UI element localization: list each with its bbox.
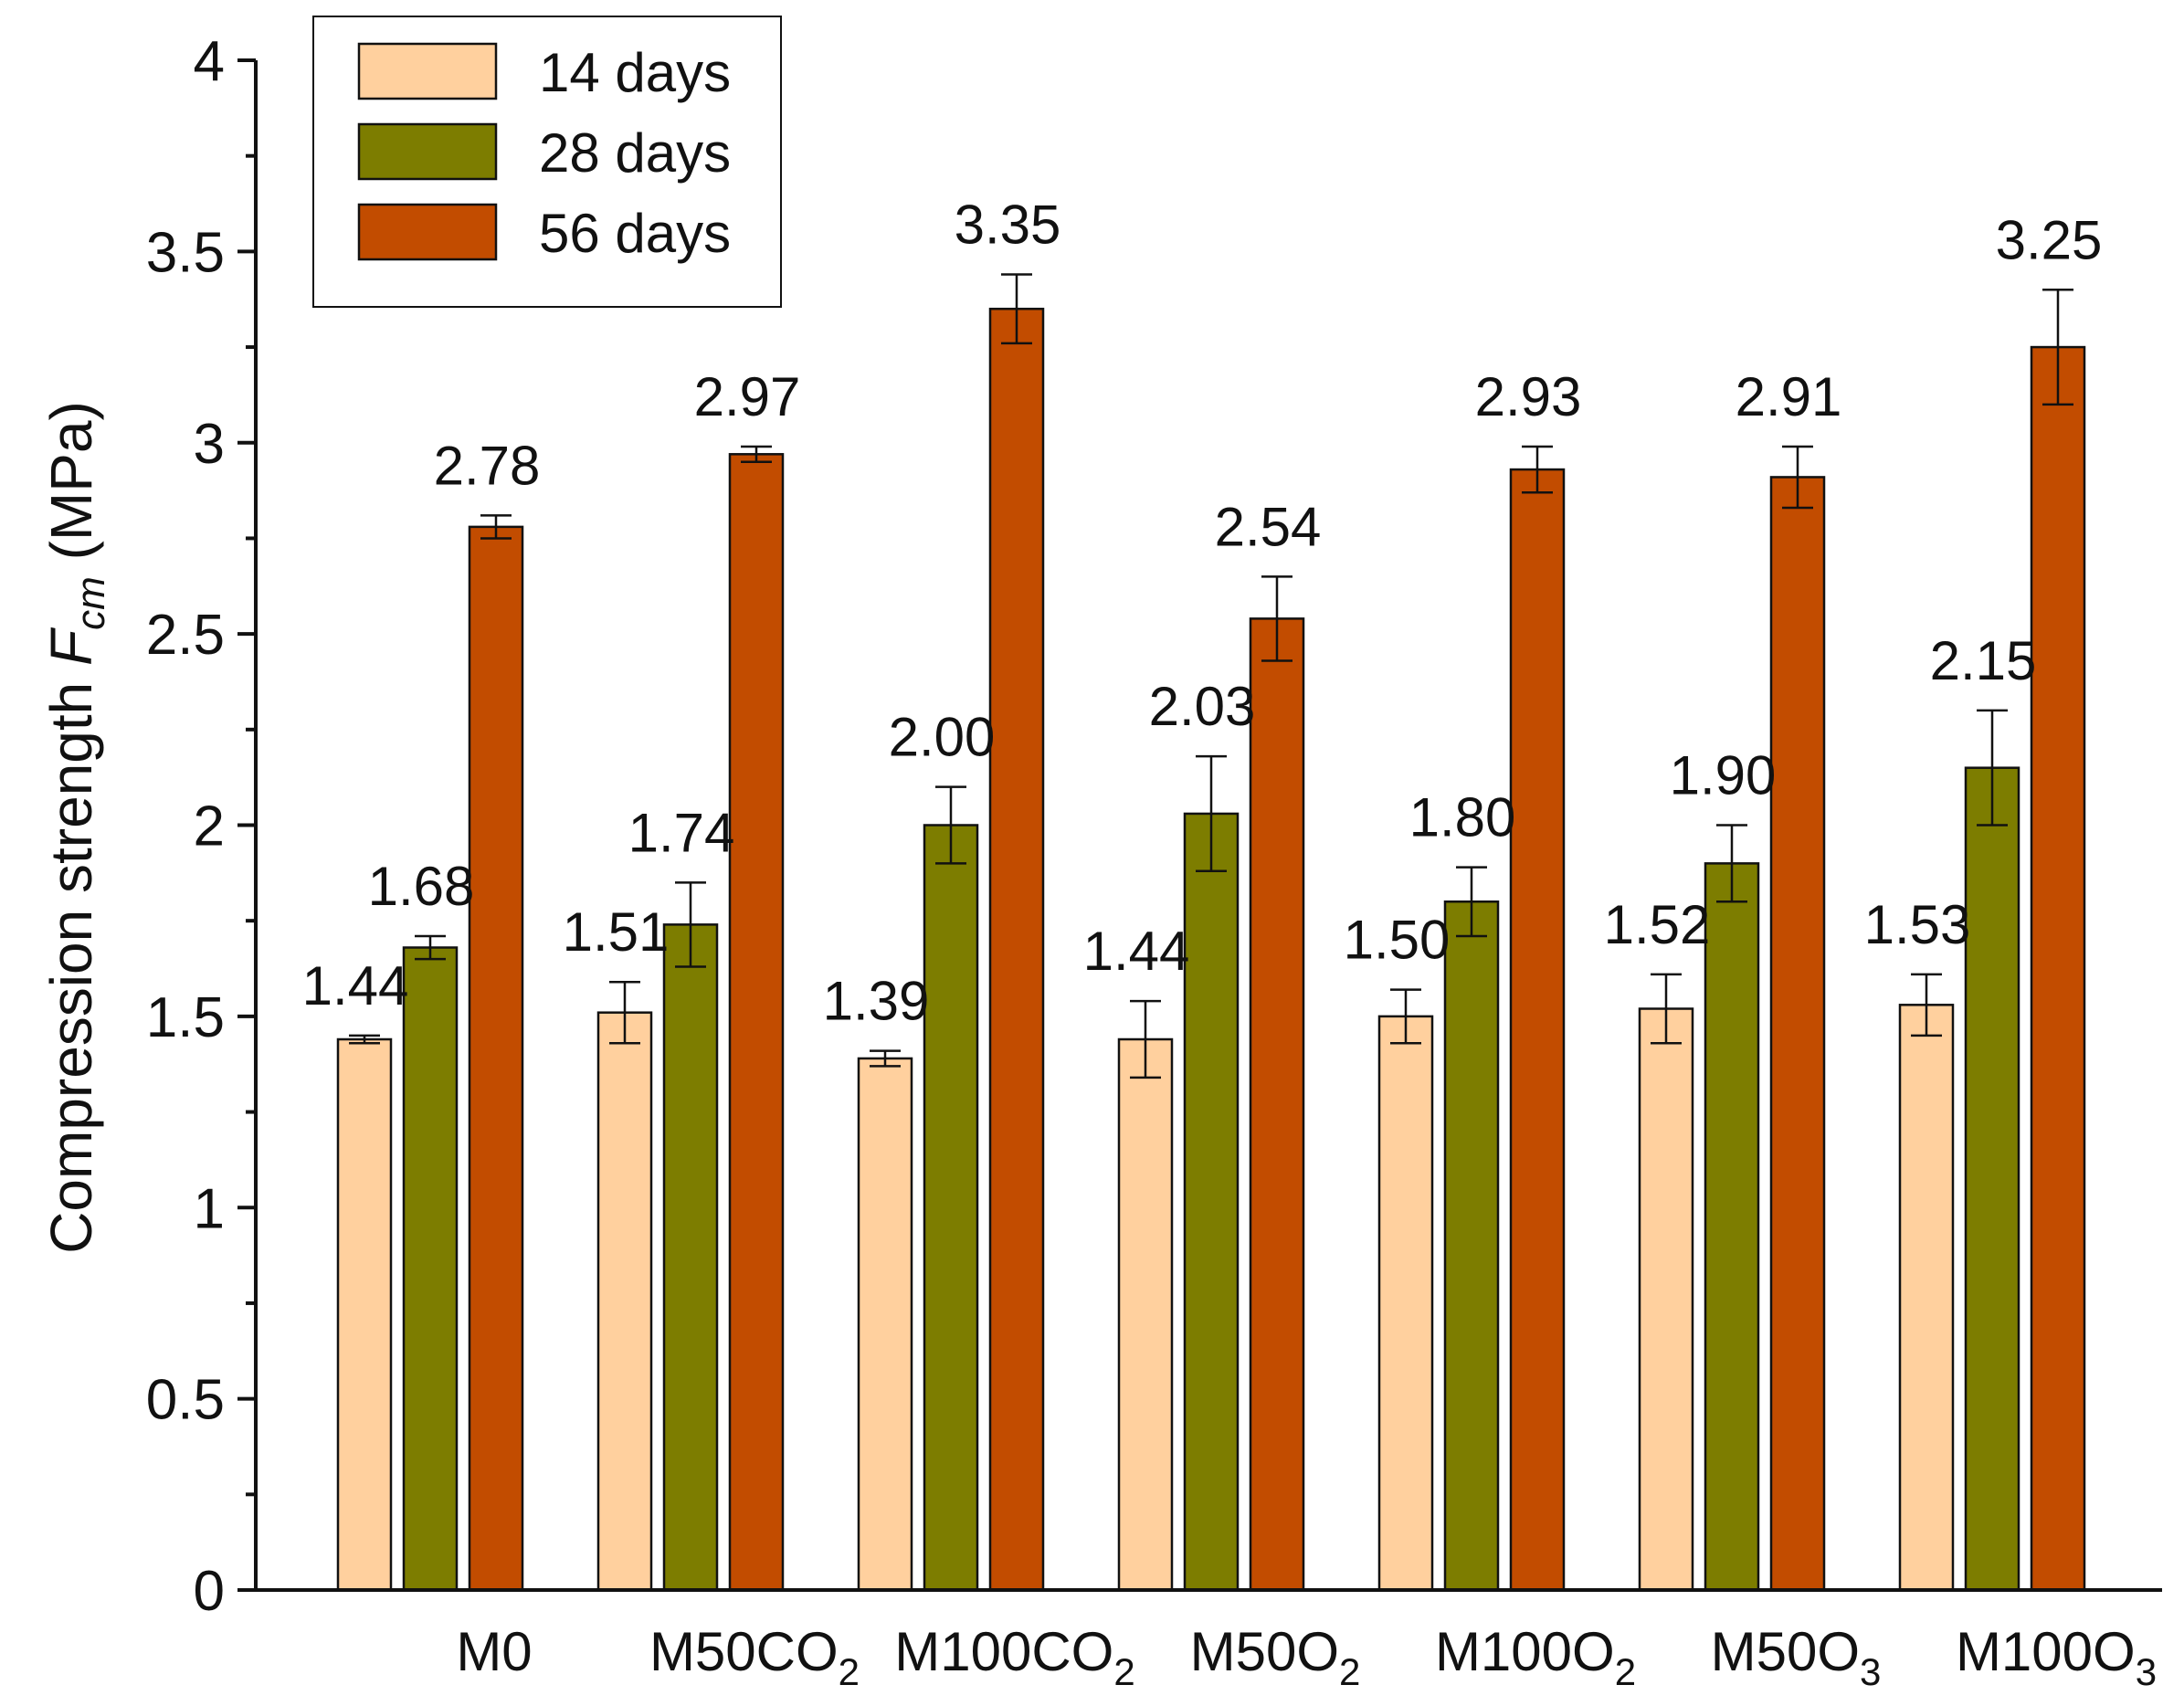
x-category-main: M100O	[1435, 1621, 1615, 1682]
bar-2-4	[1183, 812, 1240, 1592]
y-tick-label: 2	[194, 795, 225, 858]
bar-2-7	[1964, 766, 2020, 1592]
x-category-subscript: 3	[2136, 1650, 2157, 1693]
legend-swatch-1	[357, 42, 498, 100]
data-labels: 1.44 1.51 1.39 1.44 1.50 1.52 1.53 1.68 1.74 2.00…	[302, 195, 2103, 1032]
data-label-2-1: 1.68	[368, 856, 475, 917]
data-label-2-3: 2.00	[889, 707, 996, 768]
x-category-subscript: 2	[839, 1650, 860, 1693]
bar-3-7	[2030, 345, 2086, 1592]
y-tick-label: 2.5	[146, 604, 225, 667]
bar-2-1	[402, 946, 459, 1592]
x-category-label: M50O2	[1190, 1621, 1361, 1693]
bar-3-1	[468, 525, 524, 1592]
y-tick-label: 3	[194, 413, 225, 476]
data-label-3-1: 2.78	[434, 435, 541, 496]
legend-swatch-2	[357, 122, 498, 181]
data-label-1-3: 1.39	[823, 971, 930, 1032]
bar-3-6	[1769, 476, 1826, 1592]
legend-label-2: 28 days	[539, 122, 731, 184]
legend: 14 days 28 days 56 days	[312, 16, 782, 308]
data-label-2-7: 2.15	[1930, 630, 2037, 691]
data-label-3-4: 2.54	[1215, 496, 1322, 557]
data-label-1-4: 1.44	[1083, 921, 1190, 982]
bar-1-5	[1377, 1015, 1434, 1592]
x-category-label: M100O2	[1435, 1621, 1636, 1693]
x-axis-category-labels: M0 M50CO2 M100CO2 M50O2 M100O2 M50O3 M100O3	[456, 1621, 2157, 1693]
x-category-subscript: 2	[1615, 1650, 1636, 1693]
x-category-main: M50O	[1190, 1621, 1339, 1682]
data-label-2-4: 2.03	[1149, 676, 1256, 737]
x-category-subscript: 2	[1113, 1650, 1134, 1693]
x-category-label: M0	[456, 1621, 532, 1682]
data-label-3-6: 2.91	[1736, 366, 1842, 427]
x-category-main: M50CO	[649, 1621, 839, 1682]
y-tick-label: 1	[194, 1177, 225, 1240]
x-category-subscript: 3	[1860, 1650, 1881, 1693]
bars	[336, 307, 2086, 1592]
x-category-label: M50O3	[1711, 1621, 1882, 1693]
bar-1-6	[1638, 1007, 1694, 1592]
bar-3-3	[988, 307, 1045, 1592]
legend-swatch-3	[357, 203, 498, 261]
x-category-main: M50O	[1711, 1621, 1860, 1682]
data-label-3-7: 3.25	[1996, 209, 2103, 270]
bar-2-5	[1443, 900, 1500, 1592]
legend-label-3: 56 days	[539, 203, 731, 264]
bar-3-5	[1509, 468, 1566, 1592]
data-label-2-2: 1.74	[628, 802, 735, 863]
data-label-1-6: 1.52	[1604, 894, 1711, 955]
y-tick-label: 1.5	[146, 986, 225, 1049]
bar-1-3	[857, 1057, 913, 1592]
data-label-2-5: 1.80	[1409, 787, 1516, 848]
x-category-main: M100CO	[894, 1621, 1113, 1682]
bar-1-2	[596, 1011, 653, 1592]
bar-1-4	[1117, 1037, 1174, 1592]
y-tick-label: 0.5	[146, 1369, 225, 1432]
y-axis-title: Compression strength Fcm (MPa)	[38, 401, 113, 1254]
data-label-3-2: 2.97	[694, 366, 801, 427]
axes	[254, 60, 2162, 1592]
data-label-1-5: 1.50	[1344, 910, 1451, 971]
bar-2-2	[662, 923, 719, 1592]
y-axis-ticks: 0 0.5 1 1.5 2 2.5 3 3.5 4	[146, 30, 256, 1623]
x-category-subscript: 2	[1339, 1650, 1360, 1693]
y-tick-label: 0	[194, 1560, 225, 1623]
data-label-2-6: 1.90	[1670, 745, 1777, 806]
data-label-1-7: 1.53	[1864, 894, 1971, 955]
error-bars	[349, 273, 2073, 1079]
bar-2-3	[923, 824, 979, 1592]
bar-1-1	[336, 1037, 393, 1592]
x-category-label: M100CO2	[894, 1621, 1134, 1693]
x-category-label: M50CO2	[649, 1621, 860, 1693]
data-label-3-3: 3.35	[955, 195, 1061, 256]
bar-3-2	[728, 453, 785, 1592]
bar-3-4	[1249, 617, 1305, 1592]
bar-2-6	[1704, 862, 1760, 1592]
data-label-1-2: 1.51	[563, 901, 670, 963]
data-label-3-5: 2.93	[1475, 366, 1582, 427]
legend-label-1: 14 days	[539, 42, 731, 103]
x-category-main: M100O	[1956, 1621, 2136, 1682]
x-category-label: M100O3	[1956, 1621, 2157, 1693]
data-label-1-1: 1.44	[302, 955, 409, 1016]
y-tick-label: 4	[194, 30, 225, 93]
x-category-main: M0	[456, 1621, 532, 1682]
bar-1-7	[1898, 1004, 1955, 1592]
y-tick-label: 3.5	[146, 221, 225, 284]
